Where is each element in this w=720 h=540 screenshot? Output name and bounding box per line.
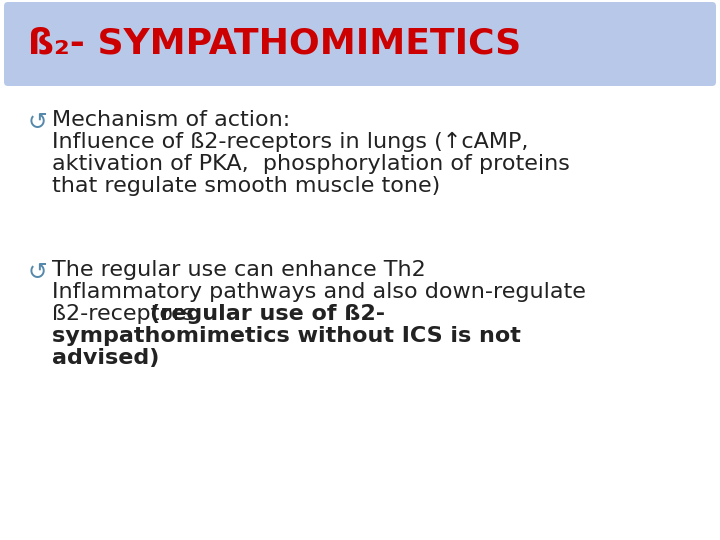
Text: that regulate smooth muscle tone): that regulate smooth muscle tone)	[52, 176, 440, 196]
Text: ↺: ↺	[28, 110, 48, 134]
Text: Influence of ß2-receptors in lungs (↑cAMP,: Influence of ß2-receptors in lungs (↑cAM…	[52, 132, 528, 152]
Text: Mechanism of action:: Mechanism of action:	[52, 110, 290, 130]
Text: Inflammatory pathways and also down-regulate: Inflammatory pathways and also down-regu…	[52, 282, 586, 302]
Text: sympathomimetics without ICS is not: sympathomimetics without ICS is not	[52, 326, 521, 346]
Text: advised): advised)	[52, 348, 159, 368]
Text: ß2-receptors: ß2-receptors	[52, 304, 201, 324]
Text: (regular use of ß2-: (regular use of ß2-	[150, 304, 384, 324]
Text: ß₂- SYMPATHOMIMETICS: ß₂- SYMPATHOMIMETICS	[28, 27, 521, 61]
Text: aktivation of PKA,  phosphorylation of proteins: aktivation of PKA, phosphorylation of pr…	[52, 154, 570, 174]
Text: ↺: ↺	[28, 260, 48, 284]
FancyBboxPatch shape	[4, 2, 716, 86]
Text: The regular use can enhance Th2: The regular use can enhance Th2	[52, 260, 426, 280]
